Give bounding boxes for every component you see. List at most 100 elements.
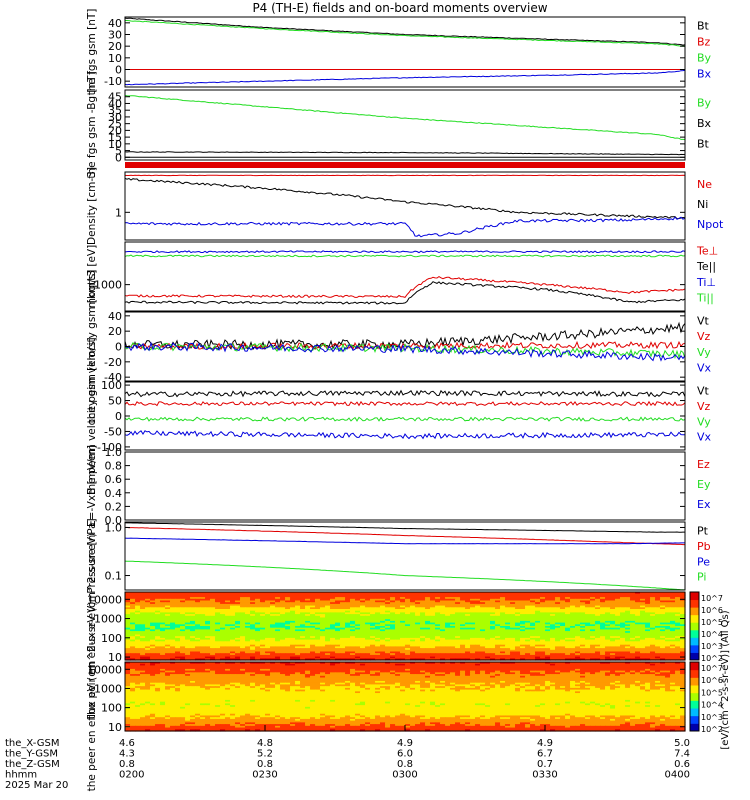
heatmap-cell bbox=[485, 663, 491, 667]
heatmap-cell bbox=[550, 654, 556, 658]
heatmap-cell bbox=[590, 612, 596, 615]
heatmap-cell bbox=[455, 610, 461, 613]
heatmap-cell bbox=[375, 602, 381, 605]
heatmap-cell bbox=[255, 644, 261, 647]
heatmap-cell bbox=[210, 663, 216, 667]
heatmap-cell bbox=[580, 629, 586, 632]
heatmap-cell bbox=[190, 607, 196, 610]
heatmap-cell bbox=[410, 632, 416, 636]
heatmap-cell bbox=[645, 631, 651, 634]
heatmap-cell bbox=[355, 607, 361, 610]
heatmap-cell bbox=[420, 663, 426, 667]
heatmap-cell bbox=[220, 641, 226, 644]
heatmap-cell bbox=[585, 627, 591, 630]
heatmap-cell bbox=[300, 607, 306, 610]
heatmap-cell bbox=[230, 610, 236, 613]
heatmap-cell bbox=[415, 612, 421, 615]
heatmap-cell bbox=[470, 658, 476, 661]
heatmap-cell bbox=[280, 609, 286, 612]
heatmap-cell bbox=[210, 637, 216, 641]
heatmap-cell bbox=[620, 656, 626, 659]
heatmap-cell bbox=[335, 622, 341, 625]
heatmap-cell bbox=[350, 649, 356, 653]
heatmap-cell bbox=[405, 636, 411, 639]
heatmap-cell bbox=[555, 663, 561, 667]
heatmap-cell bbox=[425, 643, 431, 646]
heatmap-cell bbox=[175, 593, 181, 596]
heatmap-cell bbox=[140, 627, 146, 630]
heatmap-cell bbox=[605, 636, 611, 639]
legend-label-Ti||: Ti|| bbox=[696, 292, 714, 305]
heatmap-cell bbox=[420, 643, 426, 646]
heatmap-cell bbox=[535, 605, 541, 608]
heatmap-cell bbox=[275, 644, 281, 647]
heatmap-cell bbox=[270, 626, 276, 629]
heatmap-cell bbox=[455, 651, 461, 654]
heatmap-cell bbox=[470, 644, 476, 647]
heatmap-cell bbox=[220, 648, 226, 651]
heatmap-cell bbox=[475, 602, 481, 605]
heatmap-cell bbox=[465, 614, 471, 617]
heatmap-cell bbox=[575, 639, 581, 642]
heatmap-cell bbox=[670, 593, 676, 596]
heatmap-cell bbox=[290, 624, 296, 627]
heatmap-cell bbox=[170, 632, 176, 636]
heatmap-cell bbox=[425, 658, 431, 661]
heatmap-cell bbox=[655, 612, 661, 615]
heatmap-cell bbox=[535, 639, 541, 642]
heatmap-cell bbox=[310, 639, 316, 642]
heatmap-cell bbox=[590, 595, 596, 598]
heatmap-cell bbox=[210, 605, 216, 608]
heatmap-cell bbox=[585, 653, 591, 656]
heatmap-cell bbox=[170, 627, 176, 630]
heatmap-cell bbox=[320, 609, 326, 612]
heatmap-cell bbox=[310, 627, 316, 630]
heatmap-cell bbox=[175, 651, 181, 654]
heatmap-cell bbox=[415, 603, 421, 607]
heatmap-cell bbox=[345, 649, 351, 653]
heatmap-cell bbox=[375, 600, 381, 603]
heatmap-cell bbox=[430, 615, 436, 619]
heatmap-cell bbox=[640, 639, 646, 642]
heatmap-cell bbox=[350, 665, 356, 668]
heatmap-cell bbox=[390, 626, 396, 629]
heatmap-cell bbox=[400, 632, 406, 636]
heatmap-cell bbox=[635, 632, 641, 636]
heatmap-cell bbox=[305, 597, 311, 600]
heatmap-cell bbox=[485, 624, 491, 627]
heatmap-cell bbox=[315, 600, 321, 603]
heatmap-cell bbox=[550, 624, 556, 627]
heatmap-cell bbox=[640, 646, 646, 649]
heatmap-cell bbox=[385, 665, 391, 668]
heatmap-cell bbox=[665, 617, 671, 620]
heatmap-cell bbox=[555, 609, 561, 612]
heatmap-cell bbox=[295, 605, 301, 608]
heatmap-cell bbox=[230, 634, 236, 637]
heatmap-cell bbox=[350, 595, 356, 598]
heatmap-cell bbox=[600, 662, 606, 665]
heatmap-cell bbox=[645, 600, 651, 603]
heatmap-cell bbox=[540, 629, 546, 632]
heatmap-cell bbox=[280, 595, 286, 598]
heatmap-cell bbox=[330, 622, 336, 625]
heatmap-cell bbox=[660, 653, 666, 656]
heatmap-cell bbox=[505, 649, 511, 653]
heatmap-cell bbox=[625, 609, 631, 612]
heatmap-cell bbox=[240, 612, 246, 615]
heatmap-cell bbox=[125, 622, 131, 625]
heatmap-cell bbox=[195, 620, 201, 624]
heatmap-cell bbox=[140, 609, 146, 612]
heatmap-cell bbox=[345, 610, 351, 613]
heatmap-cell bbox=[420, 607, 426, 610]
heatmap-cell bbox=[660, 612, 666, 615]
heatmap-cell bbox=[540, 597, 546, 600]
heatmap-cell bbox=[515, 595, 521, 598]
heatmap-cell bbox=[395, 598, 401, 602]
heatmap-cell bbox=[435, 612, 441, 615]
heatmap-cell bbox=[570, 636, 576, 639]
heatmap-cell bbox=[560, 602, 566, 605]
heatmap-cell bbox=[600, 619, 606, 622]
heatmap-cell bbox=[645, 622, 651, 625]
heatmap-cell bbox=[410, 610, 416, 613]
heatmap-cell bbox=[540, 622, 546, 625]
